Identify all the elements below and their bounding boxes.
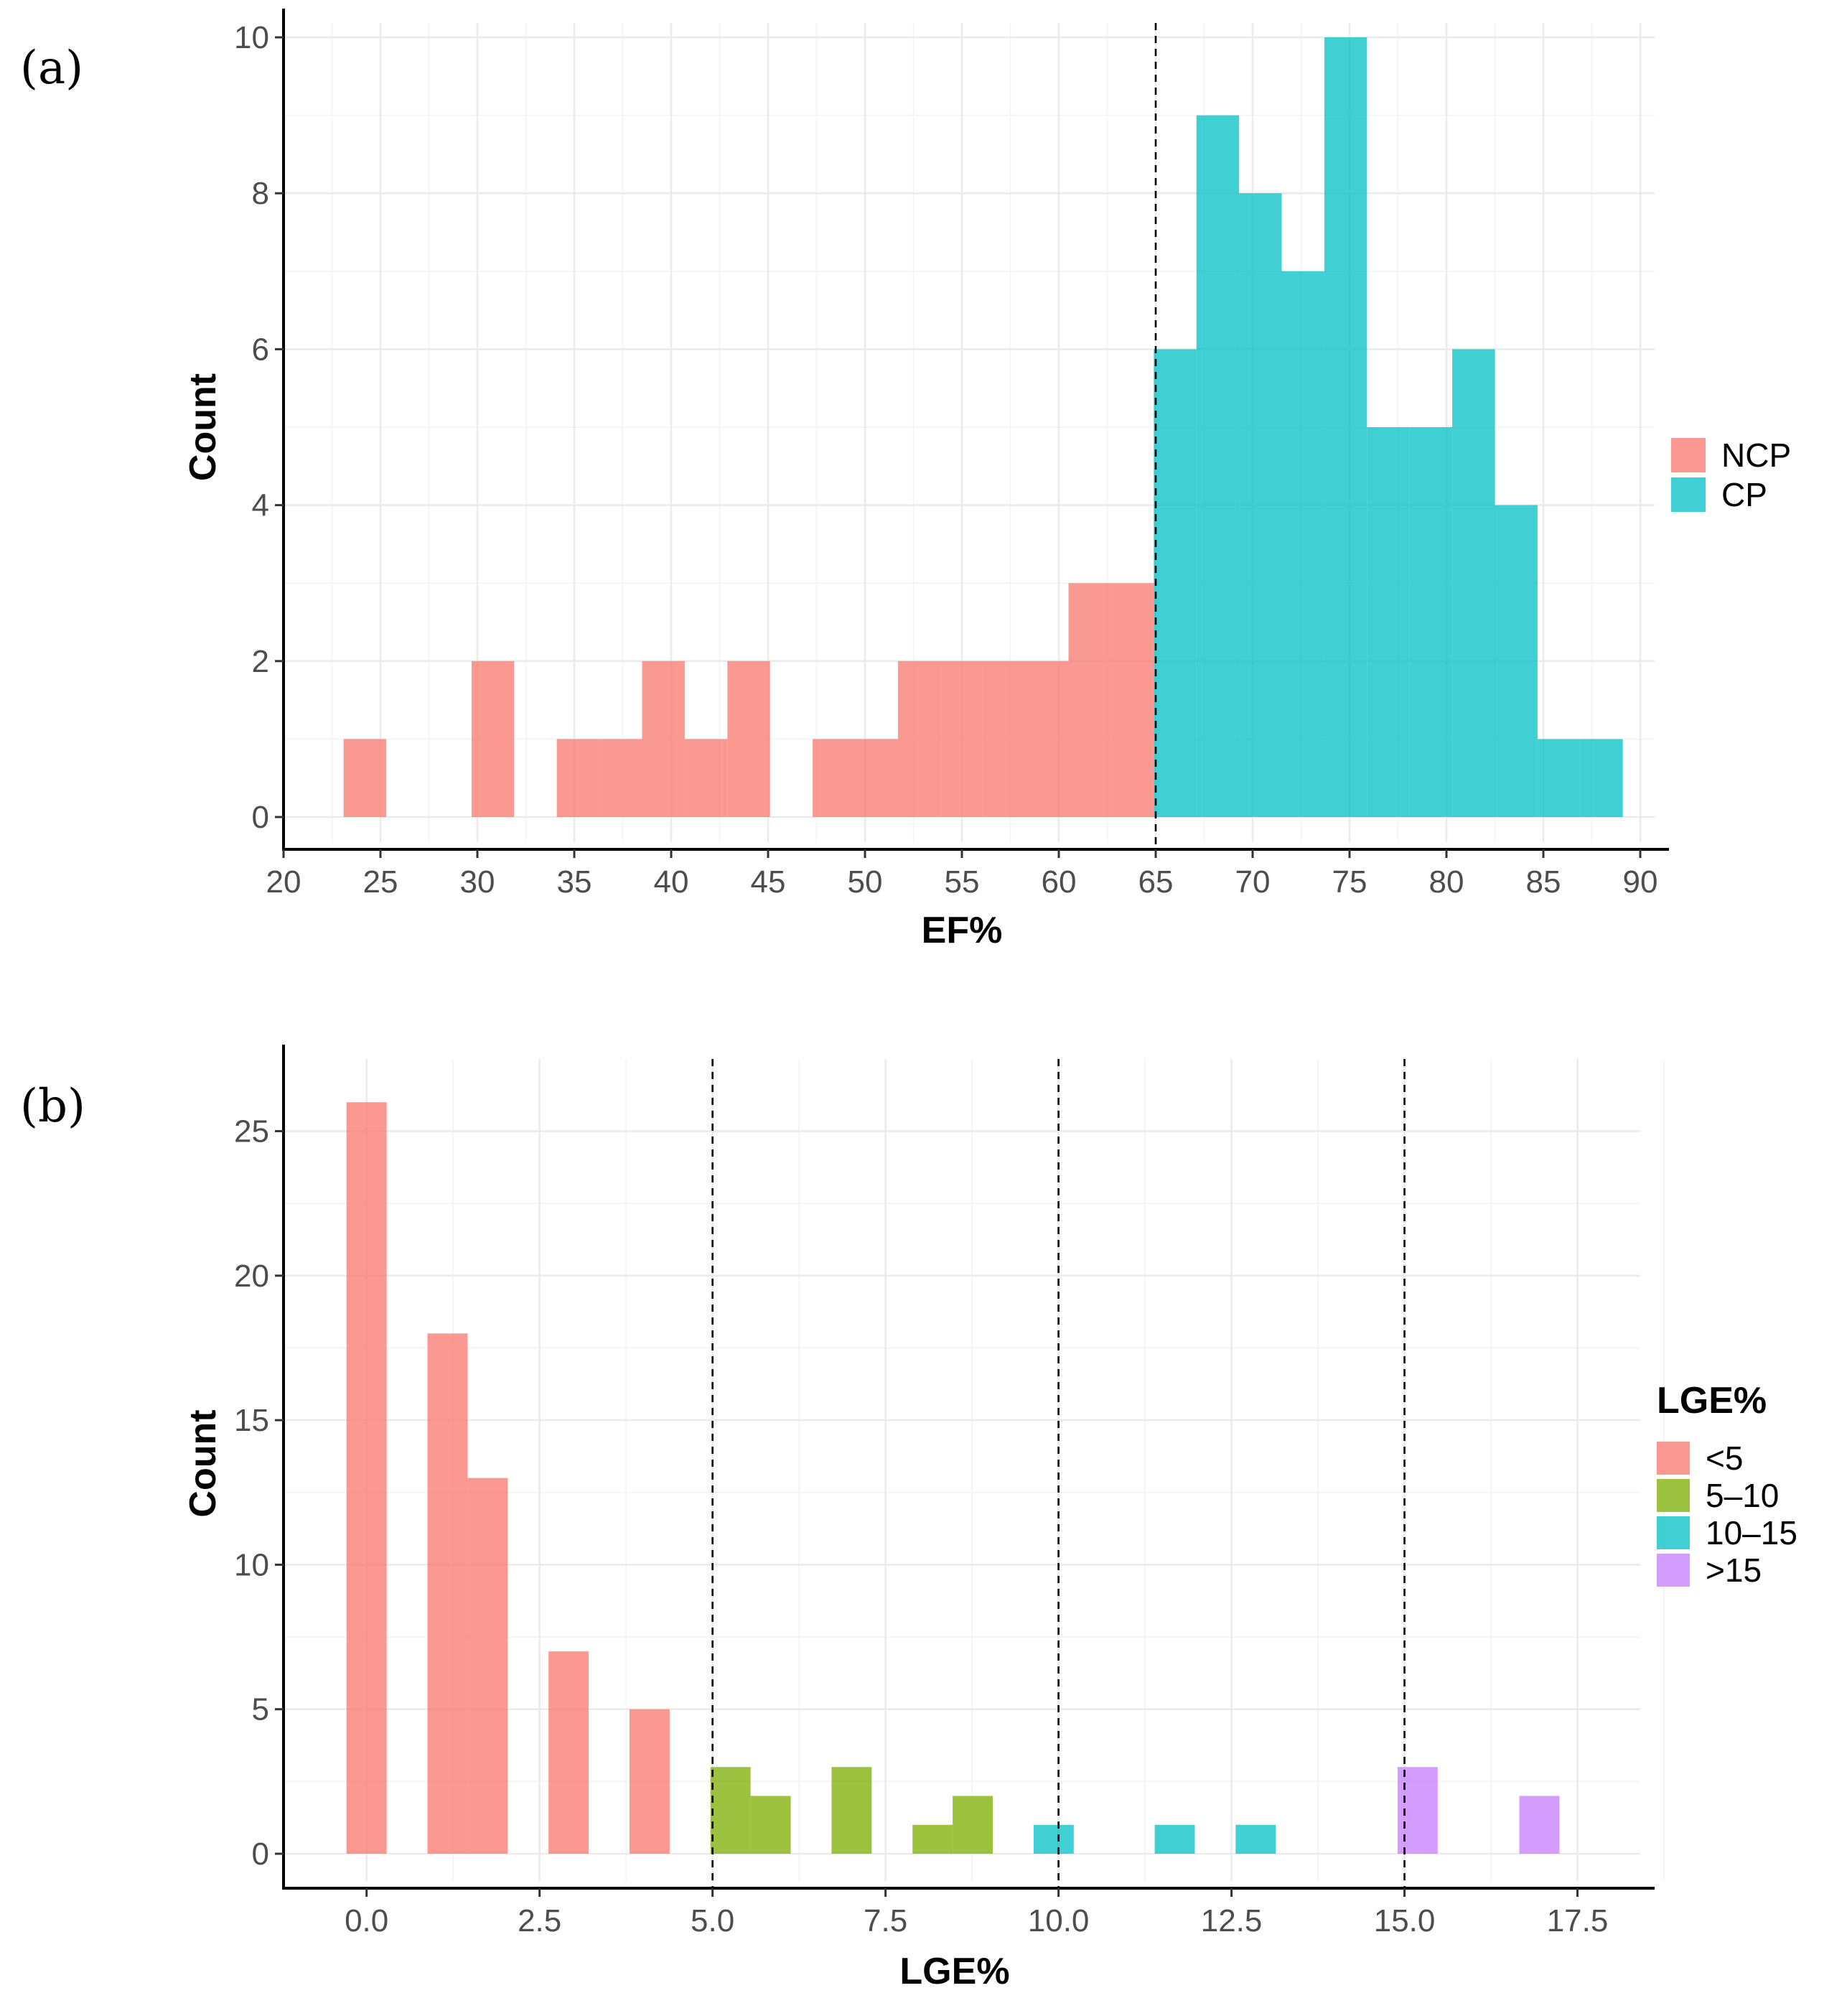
x-tick-label: 17.5 (1547, 1903, 1609, 1938)
legend-label: 5–10 (1706, 1477, 1779, 1514)
panel-label: (a) (20, 42, 83, 95)
x-tick-label: 30 (460, 864, 495, 900)
x-tick-label: 12.5 (1201, 1903, 1263, 1938)
histogram-bar (1154, 349, 1197, 817)
histogram-bar (940, 661, 983, 817)
histogram-bar (599, 739, 642, 817)
x-tick-label: 55 (945, 864, 980, 900)
y-tick-label: 0 (252, 1837, 269, 1872)
y-tick-label: 10 (234, 20, 269, 55)
x-tick-label: 90 (1623, 864, 1658, 900)
x-tick-label: 10.0 (1028, 1903, 1090, 1938)
histogram-bar (1154, 1824, 1195, 1854)
x-tick-label: 65 (1138, 864, 1174, 900)
histogram-bar (912, 1824, 953, 1854)
histogram-bar (1537, 739, 1581, 817)
x-tick-label: 0.0 (345, 1903, 388, 1938)
histogram-panel-a: 20 25 30 35 40 45 50 55 60 65 70 75 80 85 90 0 2 4 6 8 10 EF%… (20, 9, 1791, 951)
y-tick-label: 10 (234, 1547, 269, 1582)
y-tick-label: 15 (234, 1403, 269, 1438)
histogram-bar (953, 1796, 993, 1854)
y-tick-label: 6 (252, 332, 269, 367)
histogram-bar (1580, 739, 1623, 817)
x-tick-label: 7.5 (864, 1903, 907, 1938)
histogram-bar (1324, 37, 1367, 817)
histogram-bar (1452, 349, 1495, 817)
y-tick-label: 0 (252, 800, 269, 835)
y-tick-label: 8 (252, 176, 269, 211)
legend-label: <5 (1706, 1439, 1743, 1477)
histogram-bar (813, 739, 856, 817)
y-tick-label: 4 (252, 488, 269, 523)
x-tick-label: 5.0 (691, 1903, 734, 1938)
x-tick-label: 45 (751, 864, 786, 900)
legend-label: >15 (1706, 1551, 1762, 1589)
histogram-bar (684, 739, 728, 817)
histogram-bar (1367, 427, 1410, 817)
legend-label: CP (1721, 476, 1767, 513)
histogram-bar (471, 661, 515, 817)
histogram-bar (1495, 505, 1538, 817)
histogram-bar (710, 1767, 751, 1854)
legend-key (1671, 477, 1706, 512)
x-tick-label: 75 (1332, 864, 1367, 900)
histogram-bar (897, 661, 941, 817)
legend-key (1657, 1516, 1690, 1549)
histogram-bar (642, 661, 685, 817)
x-tick-label: 35 (557, 864, 592, 900)
histogram-panel-b: 0.0 2.5 5.0 7.5 10.0 12.5 15.0 17.5 0 5 10 15 20 25 LG… (20, 1045, 1797, 1992)
histogram-bar (346, 1102, 387, 1854)
histogram-bar (727, 661, 770, 817)
x-tick-label: 2.5 (518, 1903, 561, 1938)
histogram-bar (1196, 115, 1240, 818)
histogram-bar (1239, 193, 1282, 817)
x-tick-label: 15.0 (1374, 1903, 1436, 1938)
x-tick-label: 60 (1042, 864, 1077, 900)
x-axis-title: LGE% (899, 1951, 1009, 1992)
x-tick-label: 40 (654, 864, 689, 900)
x-axis-title: EF% (922, 910, 1003, 951)
y-tick-label: 2 (252, 644, 269, 679)
y-tick-label: 25 (234, 1114, 269, 1149)
histogram-bar (1281, 271, 1324, 817)
histogram-bar (750, 1796, 791, 1854)
y-tick-label: 5 (252, 1692, 269, 1727)
histogram-bar (427, 1333, 468, 1854)
legend-key (1671, 438, 1706, 472)
histogram-bar (556, 739, 600, 817)
y-axis-title: Count (182, 373, 224, 481)
legend-key (1657, 1554, 1690, 1587)
histogram-bar (1110, 583, 1154, 817)
x-tick-label: 50 (848, 864, 883, 900)
legend-key (1657, 1442, 1690, 1475)
x-tick-label: 20 (266, 864, 301, 900)
x-tick-label: 80 (1429, 864, 1464, 900)
histogram-bar (1235, 1824, 1276, 1854)
histogram-bar (983, 661, 1027, 817)
x-tick-label: 70 (1235, 864, 1271, 900)
legend-label: NCP (1721, 437, 1791, 474)
histogram-bar (1519, 1796, 1560, 1854)
legend-label: 10–15 (1706, 1514, 1797, 1551)
y-axis-title: Count (182, 1409, 224, 1517)
y-tick-label: 20 (234, 1259, 269, 1294)
histogram-bar (1033, 1824, 1074, 1854)
legend-key (1657, 1479, 1690, 1512)
histogram-bar (1026, 661, 1069, 817)
histogram-bar (629, 1709, 670, 1854)
histogram-bar (855, 739, 898, 817)
x-tick-label: 25 (363, 864, 398, 900)
histogram-bar (1409, 427, 1453, 817)
histogram-bar (831, 1767, 872, 1854)
legend-title: LGE% (1657, 1380, 1767, 1422)
histogram-bar (467, 1478, 508, 1854)
histogram-bar (343, 739, 387, 817)
histogram-bar (1068, 583, 1111, 817)
panel-label: (b) (20, 1080, 85, 1133)
x-tick-label: 85 (1526, 864, 1561, 900)
histogram-bar (548, 1651, 589, 1854)
